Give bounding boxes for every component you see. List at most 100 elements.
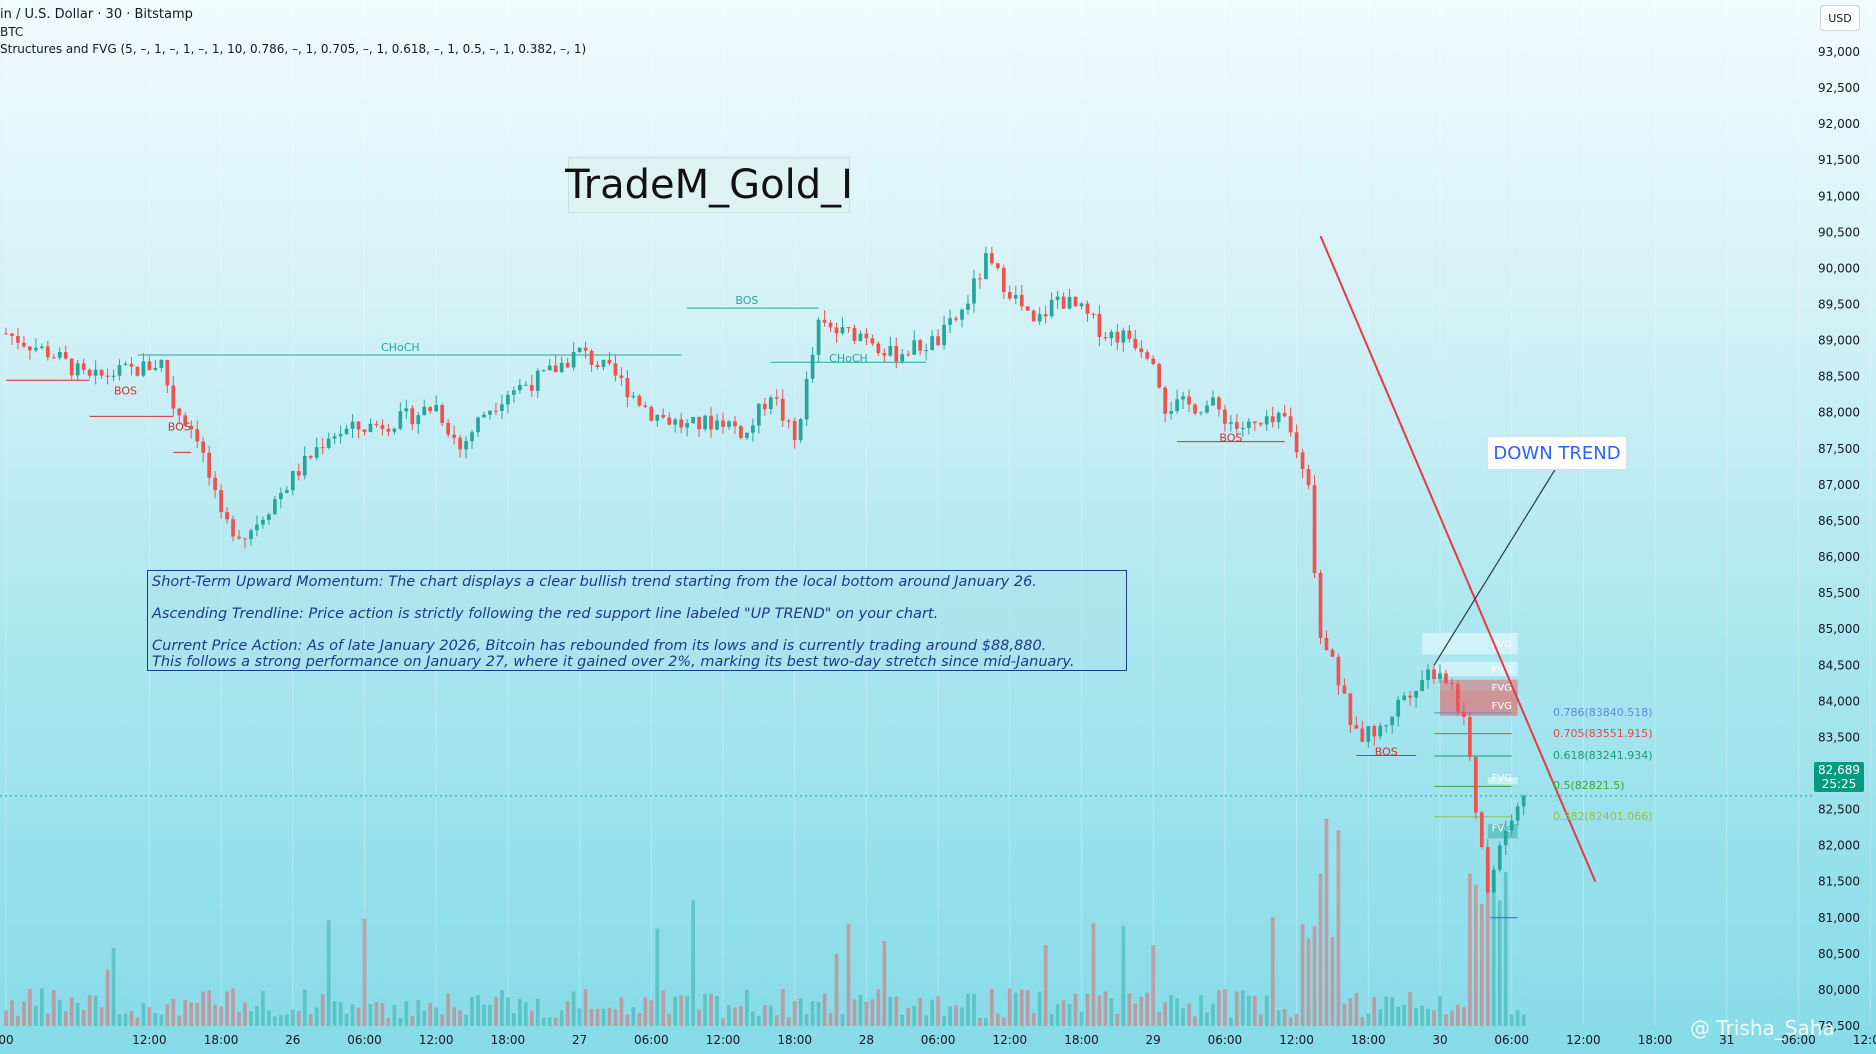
volume-bar — [231, 988, 235, 1026]
candle-body — [129, 363, 134, 367]
candle-body — [1037, 314, 1042, 322]
candle-body — [751, 425, 755, 433]
candle-body — [476, 417, 480, 433]
time-tick-label: 06:00 — [921, 1033, 956, 1047]
volume-bar — [643, 997, 648, 1026]
currency-button[interactable]: USD — [1820, 5, 1860, 31]
time-tick-label: 06:00 — [1208, 1033, 1243, 1047]
base-currency: BTC — [0, 25, 24, 39]
candle-body — [1336, 656, 1341, 686]
volume-bar — [1073, 993, 1078, 1026]
volume-bar — [559, 1010, 564, 1026]
candle-body — [1252, 421, 1257, 424]
candle-body — [661, 414, 666, 418]
volume-bar — [1468, 873, 1472, 1026]
volume-bar — [320, 994, 325, 1026]
candle-body — [948, 318, 952, 325]
volume-bar — [344, 1013, 349, 1026]
volume-bar — [1509, 1014, 1514, 1026]
volume-bar — [1049, 1013, 1054, 1026]
volume-bar — [28, 988, 32, 1026]
volume-bar — [1103, 991, 1108, 1026]
candle-body — [619, 375, 624, 378]
volume-bar — [1121, 926, 1126, 1026]
candle-body — [75, 363, 80, 376]
trendlines[interactable] — [0, 235, 1812, 919]
volume-bar — [1408, 992, 1412, 1026]
candle-body — [792, 420, 797, 441]
candle-body — [858, 333, 863, 341]
time-tick-label: 18:00 — [1351, 1033, 1386, 1047]
volume-bar — [129, 1011, 134, 1026]
candle-body — [177, 408, 182, 416]
candle-body — [117, 365, 122, 376]
price-tick-label: 89,000 — [1818, 334, 1860, 348]
candle-body — [1438, 673, 1442, 679]
indicator-legend[interactable]: Structures and FVG (5, –, 1, –, 1, –, 1,… — [0, 42, 587, 56]
volume-bar — [195, 1003, 200, 1026]
volume-bar — [201, 991, 206, 1026]
down-trend-callout[interactable]: DOWN TREND — [1487, 436, 1627, 470]
volume-bar — [930, 999, 934, 1026]
volume-bar — [995, 1013, 1000, 1026]
volume-bar — [1031, 1012, 1036, 1026]
candle-body — [141, 361, 146, 376]
fvg-label: FVG — [1492, 701, 1512, 712]
analysis-note[interactable]: Short-Term Upward Momentum: The chart di… — [147, 570, 1127, 671]
fvg-zone — [1440, 679, 1518, 691]
candle-body — [1246, 421, 1251, 428]
candle-body — [213, 477, 217, 491]
volume-bar — [703, 994, 707, 1026]
candle-body — [512, 390, 516, 395]
fib-level-label: 0.618(83241.934) — [1553, 749, 1653, 763]
volume-bar — [1342, 1003, 1347, 1026]
candle-body — [1115, 331, 1120, 343]
time-tick-label: 26 — [285, 1033, 300, 1047]
volume-bar — [1497, 900, 1502, 1026]
candle-body — [1390, 716, 1395, 726]
volume-bar — [213, 1004, 217, 1026]
candle-body — [183, 415, 188, 426]
candle-body — [978, 278, 982, 280]
price-tick-label: 88,500 — [1818, 370, 1860, 384]
candle-body — [565, 362, 570, 368]
volume-bar — [267, 1010, 271, 1026]
candle-body — [1515, 806, 1520, 821]
candle-body — [410, 408, 415, 425]
fib-level-label: 0.5(82821.5) — [1553, 779, 1625, 793]
candle-body — [1264, 416, 1269, 425]
candle-body — [984, 253, 988, 279]
time-tick-label: 06:00 — [1781, 1033, 1816, 1047]
candle-body — [810, 354, 815, 379]
volume-bar — [912, 1005, 917, 1026]
author-credit: @ Trisha_Saha — [1690, 1016, 1835, 1040]
candle-body — [93, 369, 98, 376]
fvg-zone — [1440, 690, 1518, 716]
candle-body — [171, 385, 176, 409]
candle-body — [1043, 314, 1048, 317]
volume-bar — [900, 1014, 905, 1026]
volume-bar — [876, 989, 881, 1026]
candle-body — [278, 492, 283, 500]
volume-bar — [482, 1004, 486, 1026]
candle-body — [625, 377, 630, 398]
candle-body — [284, 490, 289, 493]
volume-bar — [1199, 994, 1203, 1026]
volume-bar — [1515, 1010, 1520, 1026]
candle-body — [165, 359, 170, 386]
volume-bar — [1324, 818, 1329, 1026]
candle-body — [81, 363, 86, 370]
price-axis[interactable]: 79,500 80,000 80,500 81,000 81,500 82,000 82,5… — [1818, 45, 1860, 1033]
time-axis[interactable]: 00 12:00 18:00 26 06:00 12:00 18:00 27 06:00 12:0… — [0, 1033, 1876, 1047]
candle-body — [434, 404, 439, 412]
price-tick-label: 89,500 — [1818, 298, 1860, 312]
volume-bar — [440, 1014, 445, 1026]
volume-bar — [290, 1009, 295, 1026]
candle-body — [1372, 726, 1377, 737]
volume-bar — [810, 1001, 815, 1026]
volume-bar — [1432, 1010, 1436, 1026]
candlesticks[interactable] — [4, 246, 1526, 895]
volume-bar — [476, 995, 480, 1026]
